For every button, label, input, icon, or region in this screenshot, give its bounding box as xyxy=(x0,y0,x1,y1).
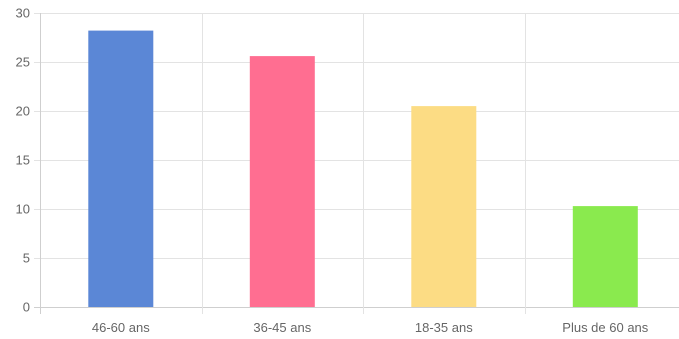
y-tick-label: 0 xyxy=(23,300,30,315)
bar-plus-de-60-ans xyxy=(572,206,638,307)
x-tick-label: 36-45 ans xyxy=(253,320,311,335)
y-tick-label: 20 xyxy=(16,104,30,119)
y-axis-tick-labels: 0 5 10 15 20 25 30 xyxy=(16,6,30,315)
bars xyxy=(88,30,638,307)
y-tick-label: 15 xyxy=(16,153,30,168)
x-tick-label: 18-35 ans xyxy=(415,320,473,335)
x-tick-label: 46-60 ans xyxy=(92,320,150,335)
x-tick-label: Plus de 60 ans xyxy=(562,320,649,335)
x-axis-tick-labels: 46-60 ans 36-45 ans 18-35 ans Plus de 60 an… xyxy=(92,320,649,335)
y-tick-label: 5 xyxy=(23,251,30,266)
y-tick-label: 25 xyxy=(16,55,30,70)
bar-36-45-ans xyxy=(249,56,315,307)
bar-18-35-ans xyxy=(411,106,477,307)
y-tick-label: 30 xyxy=(16,6,30,21)
bar-46-60-ans xyxy=(88,30,154,307)
y-tick-label: 10 xyxy=(16,202,30,217)
